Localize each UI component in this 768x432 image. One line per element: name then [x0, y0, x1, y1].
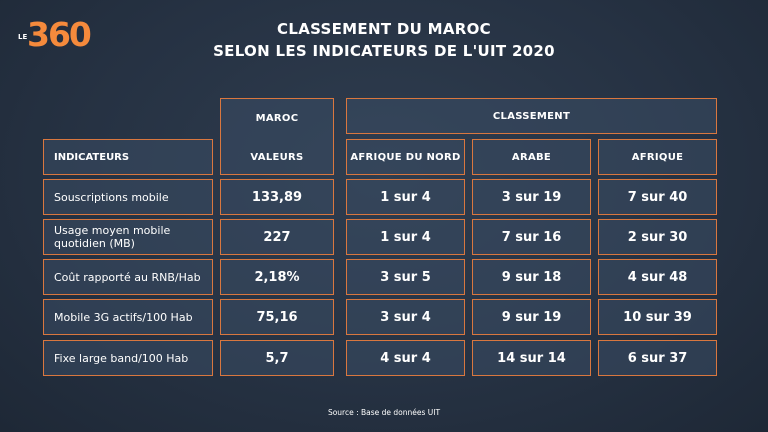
rank-arabe: 14 sur 14 [472, 340, 591, 376]
logo-360: LE 360 [18, 14, 92, 58]
indicator-cout-rnb: Coût rapporté au RNB/Hab [43, 259, 213, 295]
rank-afrique: 6 sur 37 [598, 340, 717, 376]
maroc-header: MAROC [255, 113, 299, 124]
rank-afrique: 10 sur 39 [598, 299, 717, 335]
title-line-1: CLASSEMENT DU MAROC [277, 20, 491, 38]
value-cell: 133,89 [220, 179, 334, 215]
rank-afrique: 2 sur 30 [598, 219, 717, 255]
rank-afrique: 7 sur 40 [598, 179, 717, 215]
indicateurs-header: INDICATEURS [43, 139, 213, 175]
value-cell: 75,16 [220, 299, 334, 335]
rank-afrique-du-nord: 1 sur 4 [346, 179, 465, 215]
rank-afrique: 4 sur 48 [598, 259, 717, 295]
value-cell: 2,18% [220, 259, 334, 295]
rank-afrique-du-nord: 4 sur 4 [346, 340, 465, 376]
maroc-header-cell: MAROC [220, 98, 334, 175]
indicator-fixe-large-band: Fixe large band/100 Hab [43, 340, 213, 376]
rank-afrique-du-nord: 3 sur 5 [346, 259, 465, 295]
rank-arabe: 3 sur 19 [472, 179, 591, 215]
indicator-mobile-3g: Mobile 3G actifs/100 Hab [43, 299, 213, 335]
rank-arabe: 7 sur 16 [472, 219, 591, 255]
logo-number: 360 [27, 15, 92, 54]
afrique-header: AFRIQUE [598, 139, 717, 175]
value-cell: 227 [220, 219, 334, 255]
rank-afrique-du-nord: 3 sur 4 [346, 299, 465, 335]
title-line-2: SELON LES INDICATEURS DE L'UIT 2020 [213, 42, 555, 60]
afrique-du-nord-header: AFRIQUE DU NORD [346, 139, 465, 175]
indicator-usage-moyen-mobile: Usage moyen mobile quotidien (MB) [43, 219, 213, 255]
arabe-header: ARABE [472, 139, 591, 175]
rank-arabe: 9 sur 19 [472, 299, 591, 335]
source-note: Source : Base de données UIT [327, 408, 441, 417]
indicator-souscriptions-mobile: Souscriptions mobile [43, 179, 213, 215]
rank-arabe: 9 sur 18 [472, 259, 591, 295]
valeurs-header: VALEURS [250, 151, 304, 163]
classement-header: CLASSEMENT [346, 98, 717, 134]
value-cell: 5,7 [220, 340, 334, 376]
logo-prefix: LE [18, 33, 28, 41]
rank-afrique-du-nord: 1 sur 4 [346, 219, 465, 255]
